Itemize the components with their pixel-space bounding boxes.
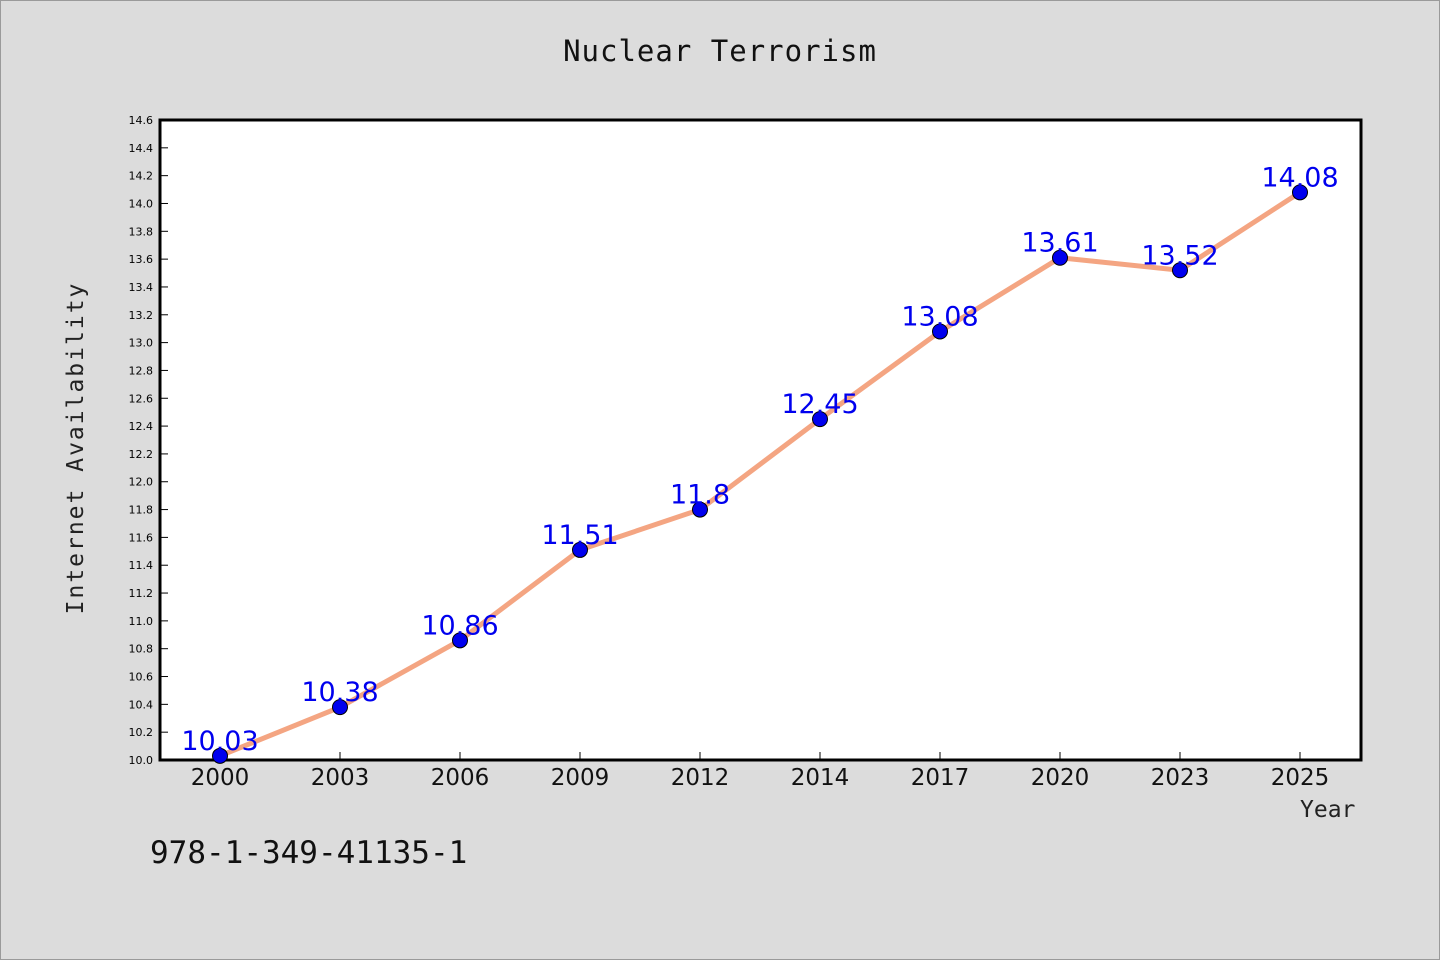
x-tick-label: 2003 <box>311 765 370 791</box>
y-tick-label: 12.2 <box>129 448 154 461</box>
data-point <box>1052 249 1068 266</box>
y-tick-label: 12.8 <box>129 364 154 377</box>
data-label: 10.38 <box>301 677 378 708</box>
y-tick-label: 13.4 <box>129 281 154 294</box>
data-label: 11.8 <box>670 480 730 511</box>
y-tick-label: 13.8 <box>129 225 154 238</box>
x-tick-label: 2014 <box>791 765 850 791</box>
x-axis: 2000 2003 2006 2009 2012 2014 2017 2020 2023 2025 <box>191 752 1330 791</box>
data-point <box>452 632 468 649</box>
x-tick-label: 2009 <box>551 765 610 791</box>
x-tick-label: 2017 <box>911 765 970 791</box>
data-point <box>1172 262 1188 279</box>
data-label: 11.51 <box>541 520 618 551</box>
y-tick-label: 11.4 <box>129 559 154 572</box>
y-tick-label: 12.4 <box>129 420 154 433</box>
data-label: 13.61 <box>1021 228 1098 259</box>
y-tick-label: 14.2 <box>129 170 154 183</box>
x-tick-label: 2012 <box>671 765 730 791</box>
y-tick-label: 12.0 <box>129 476 154 489</box>
y-tick-label: 14.4 <box>129 142 154 155</box>
data-label: 14.08 <box>1261 162 1338 193</box>
chart-title: Nuclear Terrorism <box>563 34 877 68</box>
x-tick-label: 2006 <box>431 765 490 791</box>
y-tick-label: 11.2 <box>129 587 154 600</box>
data-label: 12.45 <box>781 389 858 420</box>
y-tick-label: 10.4 <box>129 698 154 711</box>
x-tick-label: 2000 <box>191 765 250 791</box>
data-point <box>332 699 348 716</box>
series-line <box>217 189 1303 759</box>
data-label: 13.08 <box>901 301 978 332</box>
x-tick-label: 2025 <box>1271 765 1330 791</box>
y-tick-label: 14.6 <box>129 114 154 127</box>
plot-area <box>158 118 1363 762</box>
data-point <box>692 501 708 518</box>
data-label: 10.86 <box>421 610 498 641</box>
y-tick-label: 10.6 <box>129 671 154 684</box>
y-tick-label: 14.0 <box>129 197 154 210</box>
data-label: 10.03 <box>181 726 258 757</box>
data-point <box>1292 184 1308 201</box>
x-tick-label: 2023 <box>1151 765 1210 791</box>
data-point <box>572 541 588 558</box>
y-tick-label: 10.8 <box>129 643 154 656</box>
isbn-text: 978-1-349-41135-1 <box>150 835 468 871</box>
y-tick-label: 10.2 <box>129 726 154 739</box>
y-tick-label: 12.6 <box>129 392 154 405</box>
data-point <box>212 747 228 764</box>
x-tick-label: 2020 <box>1031 765 1090 791</box>
data-point <box>932 323 948 340</box>
y-tick-label: 11.6 <box>129 531 154 544</box>
x-axis-label: Year <box>1300 797 1356 823</box>
y-tick-label: 11.8 <box>129 504 154 517</box>
data-label: 13.52 <box>1141 240 1218 271</box>
y-tick-label: 10.0 <box>129 754 154 767</box>
y-axis: 10.0 10.2 10.4 10.6 10.8 11.0 11.2 11.4 11.6 11.8… <box>129 114 168 767</box>
y-tick-label: 11.0 <box>129 615 154 628</box>
y-tick-label: 13.6 <box>129 253 154 266</box>
data-point <box>812 411 828 428</box>
series-group: 10.03 10.38 10.86 11.51 11.8 12.45 13.08 13.61 1… <box>181 162 1339 764</box>
y-tick-label: 13.2 <box>129 309 154 322</box>
y-tick-label: 13.0 <box>129 337 154 350</box>
